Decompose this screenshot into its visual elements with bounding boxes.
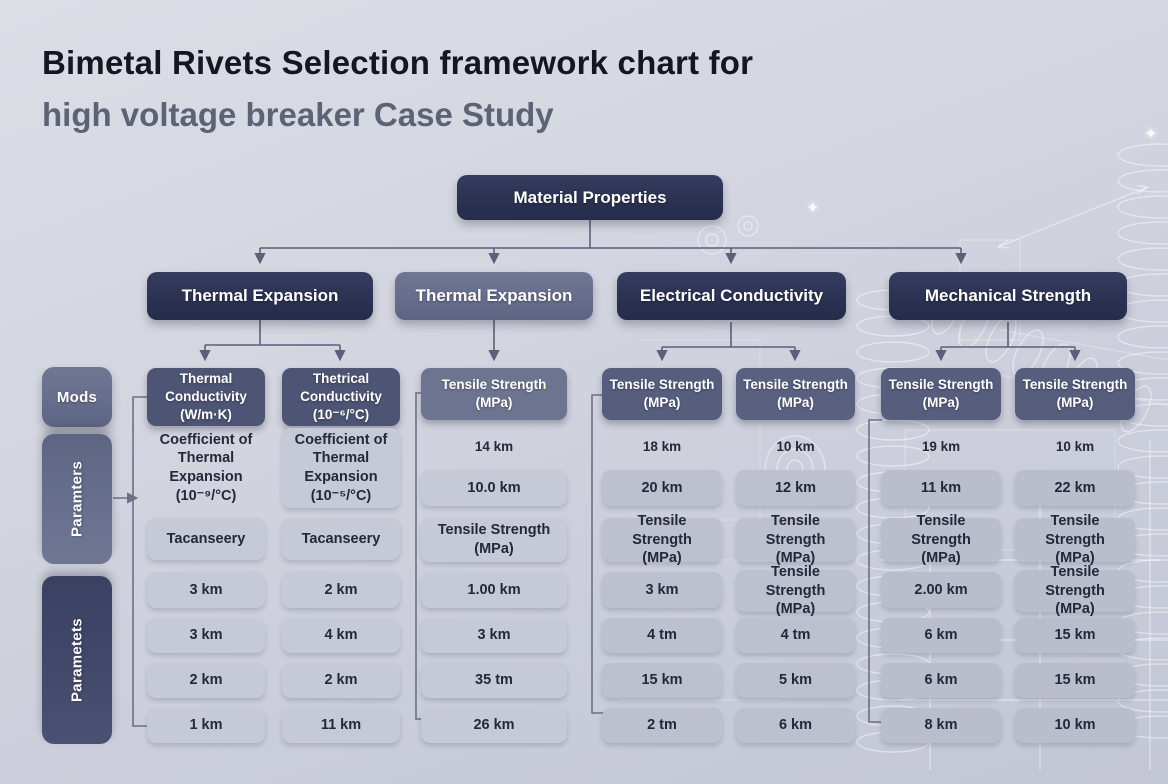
column-4-cell-0: 10 km [776,439,815,455]
column-3-cell-6: 2 tm [602,708,722,743]
column-6-cell-5: 15 km [1015,663,1135,698]
side-label-paramters: Paramters [42,434,112,564]
column-6-cell-0: 10 km [1055,439,1095,455]
column-3-cell-4: 4 tm [602,618,722,653]
column-4-cell-6: 6 km [736,708,855,743]
column-0-cell-3: 3 km [147,618,265,653]
column-0-cell-5: 1 km [147,708,265,743]
column-6-cell-4: 15 km [1015,618,1135,653]
column-5-cell-5: 6 km [881,663,1001,698]
sparkle-icon: ✦ [1144,126,1158,143]
column-0-cell-4: 2 km [147,663,265,698]
column-2-cell-4: 3 km [421,618,567,653]
column-5-header: Tensile Strength (MPa) [881,368,1001,420]
column-3-cell-5: 15 km [602,663,722,698]
column-4-cell-5: 5 km [736,663,855,698]
column-0-header: Thermal Conductivity (W/m·K) [147,368,265,426]
column-5-cell-0: 19 km [921,439,961,455]
column-2-cell-2: Tensile Strength (MPa) [421,518,567,562]
column-4-cell-3: Tensile Strength (MPa) [736,564,855,617]
column-4-cell-2: Tensile Strength (MPa) [736,513,855,566]
sparkle-icon: ✦ [806,200,820,217]
branch-node-3: Mechanical Strength [889,272,1127,320]
side-label-mods: Mods [42,367,112,427]
column-1-header: Thetrical Conductivity (10⁻⁶/°C) [282,368,400,426]
column-2-cell-6: 26 km [421,708,567,743]
column-6-cell-1: 22 km [1015,470,1135,506]
column-0-cell-2: 3 km [147,572,265,608]
column-3-cell-0: 18 km [642,439,682,455]
page-title: Bimetal Rivets Selection framework chart… [42,46,753,131]
column-1-cell-0: Coefficient of Thermal Expansion (10⁻⁵/°… [282,428,400,508]
title-line-2: high voltage breaker Case Study [42,96,554,133]
column-0-cell-0: Coefficient of Thermal Expansion (10⁻⁹/°… [159,431,253,504]
column-4-cell-4: 4 tm [736,618,855,653]
column-5-cell-3: 2.00 km [881,572,1001,608]
column-1-cell-4: 2 km [282,663,400,698]
column-1-cell-5: 11 km [282,708,400,743]
column-3-header: Tensile Strength (MPa) [602,368,722,420]
side-label-parametets: Parametets [42,576,112,744]
column-5-cell-2: Tensile Strength (MPa) [881,513,1001,566]
column-6-cell-3: Tensile Strength (MPa) [1015,564,1135,617]
column-2-header: Tensile Strength (MPa) [421,368,567,420]
column-4-cell-1: 12 km [736,470,855,506]
column-1-cell-3: 4 km [282,618,400,653]
column-3-cell-3: 3 km [602,572,722,608]
column-6-header: Tensile Strength (MPa) [1015,368,1135,420]
column-5-cell-4: 6 km [881,618,1001,653]
column-6-cell-2: Tensile Strength (MPa) [1015,513,1135,566]
column-3-cell-2: Tensile Strength (MPa) [602,513,722,566]
branch-node-2: Electrical Conductivity [617,272,846,320]
branch-node-1: Thermal Expansion [395,272,593,320]
column-2-cell-5: 35 tm [421,663,567,698]
root-node-material-properties: Material Properties [457,175,723,220]
branch-node-0: Thermal Expansion [147,272,373,320]
column-1-cell-1: Tacanseery [282,518,400,560]
title-line-1: Bimetal Rivets Selection framework chart… [42,44,754,81]
column-3-cell-1: 20 km [602,470,722,506]
column-2-cell-3: 1.00 km [421,572,567,608]
column-4-header: Tensile Strength (MPa) [736,368,855,420]
column-1-cell-2: 2 km [282,572,400,608]
column-2-cell-1: 10.0 km [421,470,567,506]
column-6-cell-6: 10 km [1015,708,1135,743]
column-0-cell-1: Tacanseery [147,518,265,560]
column-5-cell-6: 8 km [881,708,1001,743]
column-2-cell-0: 14 km [474,439,514,455]
column-5-cell-1: 11 km [881,470,1001,506]
